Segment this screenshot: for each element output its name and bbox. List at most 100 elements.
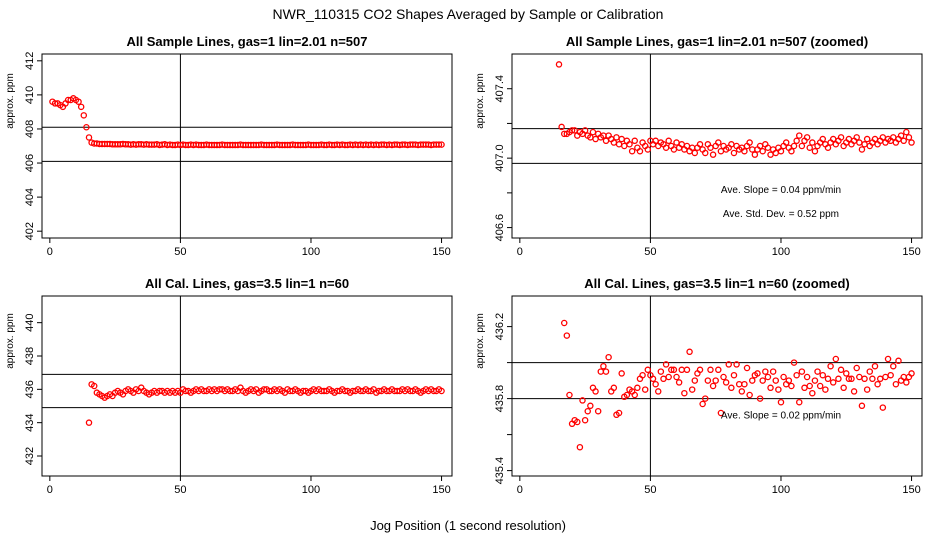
data-point [657, 368, 665, 375]
data-point [631, 137, 638, 145]
data-point [850, 388, 858, 395]
data-point [715, 139, 722, 146]
y-tick-label: 406 [24, 154, 36, 172]
x-tick-label: 0 [517, 246, 523, 258]
data-point [602, 137, 610, 145]
x-tick-label: 50 [644, 484, 656, 496]
stat-annotation: Ave. Slope = 0.02 ppm/min [721, 410, 841, 421]
panel-3: All Cal. Lines, gas=3.5 lin=1 n=60 0 50 100… [5, 276, 453, 496]
data-point [587, 402, 594, 410]
data-point [722, 379, 730, 386]
data-point [798, 142, 806, 150]
data-point [626, 141, 633, 148]
y-axis-label: approx. ppm [5, 313, 16, 369]
stat-annotation: Ave. Std. Dev. = 0.52 ppm [723, 209, 839, 220]
data-point [675, 379, 683, 386]
data-point [715, 366, 722, 374]
data-point [754, 370, 761, 377]
x-tick-label: 0 [47, 484, 53, 496]
data-point [863, 386, 871, 393]
data-point [717, 147, 725, 155]
data-point [579, 397, 586, 404]
y-tick-label: 434 [24, 413, 36, 431]
data-point [725, 361, 733, 368]
data-point [709, 382, 717, 390]
data-point [796, 132, 803, 139]
data-point [618, 135, 625, 143]
data-point [568, 127, 576, 134]
data-point [733, 361, 740, 368]
data-point [75, 98, 82, 105]
data-point [730, 149, 738, 157]
data-point [793, 371, 800, 379]
data-point [884, 355, 892, 363]
data-point [673, 373, 680, 381]
data-point [644, 146, 652, 153]
y-axis-label: approx. ppm [475, 313, 486, 369]
data-point [574, 418, 581, 426]
data-point [558, 123, 565, 131]
plot-frame [511, 53, 923, 239]
data-point [858, 146, 866, 153]
data-point [746, 139, 753, 146]
x-tick-label: 50 [644, 246, 656, 258]
y-tick-label: 407.4 [494, 75, 506, 103]
data-point [806, 382, 813, 390]
y-tick-label: 410 [24, 86, 36, 104]
x-tick-label: 100 [302, 484, 320, 496]
data-point [438, 141, 445, 148]
x-tick-label: 100 [772, 246, 790, 258]
data-point [903, 128, 910, 136]
data-point [592, 135, 599, 143]
data-point [735, 380, 743, 388]
data-point [803, 134, 811, 141]
data-point [806, 144, 813, 151]
data-point [780, 373, 787, 381]
data-point [743, 364, 751, 372]
data-point [560, 319, 568, 327]
data-point [691, 377, 699, 384]
data-point [840, 384, 847, 392]
data-point [824, 375, 832, 383]
data-point [613, 134, 620, 141]
data-point [746, 391, 753, 399]
plot-frame [511, 295, 923, 477]
data-point [621, 142, 628, 150]
figure-title: NWR_110315 CO2 Shapes Averaged by Sample… [273, 6, 664, 22]
x-tick-label: 0 [517, 484, 523, 496]
data-point [892, 380, 900, 388]
y-axis-label: approx. ppm [475, 73, 486, 129]
data-point [649, 375, 657, 383]
data-point [801, 384, 808, 392]
x-tick-label: 150 [432, 246, 450, 258]
data-point [853, 134, 860, 141]
data-point [879, 404, 887, 411]
data-point [628, 147, 636, 155]
panel-title: All Sample Lines, gas=1 lin=2.01 n=507 (… [566, 34, 868, 49]
data-point [905, 134, 913, 141]
data-point [563, 332, 571, 339]
data-point [809, 139, 816, 146]
y-tick-label: 404 [24, 188, 36, 206]
y-tick-label: 436 [24, 380, 36, 398]
data-point [665, 373, 672, 381]
data-point [822, 386, 829, 393]
data-point [759, 147, 766, 155]
data-point [796, 398, 803, 406]
data-point [730, 371, 738, 379]
data-point [769, 368, 777, 375]
data-point [837, 134, 845, 141]
data-point [741, 380, 748, 388]
data-point [623, 391, 631, 399]
data-point [751, 151, 759, 158]
data-point [707, 366, 714, 374]
y-tick-label: 412 [24, 52, 36, 70]
data-point [829, 379, 837, 386]
data-point [665, 137, 672, 145]
data-point [589, 128, 597, 136]
data-point [90, 382, 98, 390]
data-point [670, 366, 678, 374]
data-point [597, 368, 605, 375]
data-point [809, 389, 816, 397]
panel-title: All Cal. Lines, gas=3.5 lin=1 n=60 [145, 276, 349, 291]
